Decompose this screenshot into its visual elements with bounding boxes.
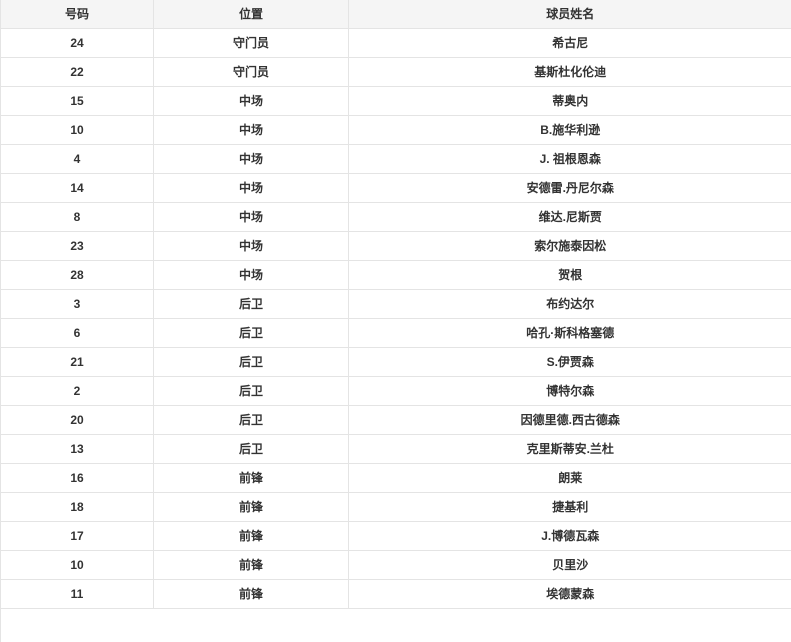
player-name-cell: 索尔施泰因松 — [348, 231, 791, 261]
table-row: 21 后卫 S.伊贾森 — [0, 347, 791, 377]
empty-footer-cell — [0, 608, 791, 642]
player-name-cell: 哈孔·斯科格塞德 — [348, 318, 791, 348]
player-name-cell: 希古尼 — [348, 28, 791, 58]
table-row: 17 前锋 J.博德瓦森 — [0, 521, 791, 551]
player-name-cell: 蒂奥内 — [348, 86, 791, 116]
player-position-cell: 守门员 — [153, 28, 349, 58]
player-number-cell: 10 — [0, 550, 154, 580]
table-row: 23 中场 索尔施泰因松 — [0, 231, 791, 261]
player-position-cell: 后卫 — [153, 434, 349, 464]
player-position-cell: 中场 — [153, 86, 349, 116]
table-row: 11 前锋 埃德蒙森 — [0, 579, 791, 609]
player-position-cell: 中场 — [153, 260, 349, 290]
player-number-cell: 10 — [0, 115, 154, 145]
player-position-cell: 中场 — [153, 173, 349, 203]
player-name-cell: 贺根 — [348, 260, 791, 290]
player-number-cell: 15 — [0, 86, 154, 116]
player-name-cell: 布约达尔 — [348, 289, 791, 319]
player-position-cell: 中场 — [153, 115, 349, 145]
player-name-cell: 埃德蒙森 — [348, 579, 791, 609]
player-name-cell: 基斯杜化伦迪 — [348, 57, 791, 87]
player-position-cell: 后卫 — [153, 318, 349, 348]
player-number-cell: 23 — [0, 231, 154, 261]
player-name-cell: 捷基利 — [348, 492, 791, 522]
player-position-cell: 中场 — [153, 202, 349, 232]
player-name-cell: 因德里德.西古德森 — [348, 405, 791, 435]
col-header-position: 位置 — [153, 0, 349, 29]
player-number-cell: 17 — [0, 521, 154, 551]
player-number-cell: 11 — [0, 579, 154, 609]
player-position-cell: 前锋 — [153, 463, 349, 493]
player-position-cell: 前锋 — [153, 579, 349, 609]
table-row: 13 后卫 克里斯蒂安.兰杜 — [0, 434, 791, 464]
table-row: 22 守门员 基斯杜化伦迪 — [0, 57, 791, 87]
player-number-cell: 18 — [0, 492, 154, 522]
player-position-cell: 前锋 — [153, 550, 349, 580]
player-position-cell: 中场 — [153, 231, 349, 261]
player-number-cell: 13 — [0, 434, 154, 464]
player-number-cell: 28 — [0, 260, 154, 290]
player-number-cell: 21 — [0, 347, 154, 377]
player-name-cell: 维达.尼斯贾 — [348, 202, 791, 232]
table-row: 14 中场 安德雷.丹尼尔森 — [0, 173, 791, 203]
table-row: 3 后卫 布约达尔 — [0, 289, 791, 319]
table-row: 10 前锋 贝里沙 — [0, 550, 791, 580]
player-position-cell: 守门员 — [153, 57, 349, 87]
player-position-cell: 后卫 — [153, 376, 349, 406]
table-row: 18 前锋 捷基利 — [0, 492, 791, 522]
player-number-cell: 14 — [0, 173, 154, 203]
table-row: 28 中场 贺根 — [0, 260, 791, 290]
player-name-cell: J. 祖根恩森 — [348, 144, 791, 174]
player-position-cell: 后卫 — [153, 347, 349, 377]
player-name-cell: J.博德瓦森 — [348, 521, 791, 551]
table-row: 10 中场 B.施华利逊 — [0, 115, 791, 145]
table-row: 2 后卫 博特尔森 — [0, 376, 791, 406]
player-number-cell: 3 — [0, 289, 154, 319]
player-name-cell: 博特尔森 — [348, 376, 791, 406]
player-name-cell: 安德雷.丹尼尔森 — [348, 173, 791, 203]
empty-footer-row — [0, 608, 791, 642]
table-row: 6 后卫 哈孔·斯科格塞德 — [0, 318, 791, 348]
player-number-cell: 6 — [0, 318, 154, 348]
player-name-cell: S.伊贾森 — [348, 347, 791, 377]
player-position-cell: 前锋 — [153, 521, 349, 551]
player-position-cell: 前锋 — [153, 492, 349, 522]
player-number-cell: 22 — [0, 57, 154, 87]
player-number-cell: 20 — [0, 405, 154, 435]
player-position-cell: 后卫 — [153, 405, 349, 435]
table-row: 4 中场 J. 祖根恩森 — [0, 144, 791, 174]
player-number-cell: 8 — [0, 202, 154, 232]
table-row: 16 前锋 朗莱 — [0, 463, 791, 493]
player-number-cell: 16 — [0, 463, 154, 493]
table-row: 24 守门员 希古尼 — [0, 28, 791, 58]
col-header-number: 号码 — [0, 0, 154, 29]
table-row: 8 中场 维达.尼斯贾 — [0, 202, 791, 232]
table-row: 15 中场 蒂奥内 — [0, 86, 791, 116]
player-position-cell: 后卫 — [153, 289, 349, 319]
player-name-cell: B.施华利逊 — [348, 115, 791, 145]
player-number-cell: 24 — [0, 28, 154, 58]
table-row: 20 后卫 因德里德.西古德森 — [0, 405, 791, 435]
col-header-name: 球员姓名 — [348, 0, 791, 29]
player-number-cell: 4 — [0, 144, 154, 174]
player-name-cell: 克里斯蒂安.兰杜 — [348, 434, 791, 464]
player-name-cell: 贝里沙 — [348, 550, 791, 580]
player-name-cell: 朗莱 — [348, 463, 791, 493]
player-position-cell: 中场 — [153, 144, 349, 174]
header-row: 号码 位置 球员姓名 — [0, 0, 791, 29]
player-number-cell: 2 — [0, 376, 154, 406]
